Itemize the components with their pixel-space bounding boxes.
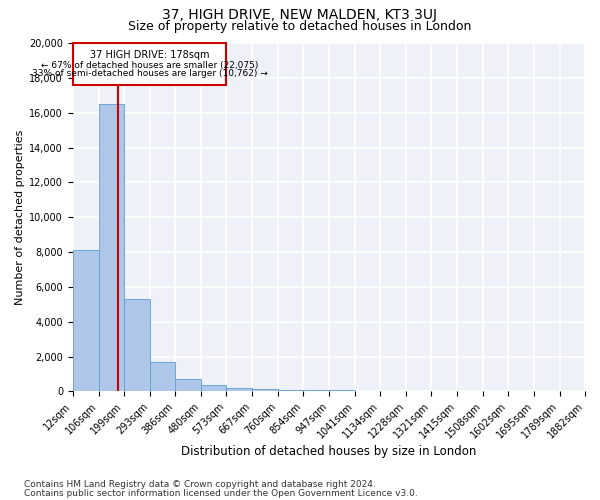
Bar	[226, 388, 252, 392]
Bar	[201, 384, 226, 392]
Bar	[380, 391, 406, 392]
X-axis label: Distribution of detached houses by size in London: Distribution of detached houses by size …	[181, 444, 476, 458]
Y-axis label: Number of detached properties: Number of detached properties	[15, 130, 25, 305]
Text: 37, HIGH DRIVE, NEW MALDEN, KT3 3UJ: 37, HIGH DRIVE, NEW MALDEN, KT3 3UJ	[163, 8, 437, 22]
Bar	[73, 43, 226, 85]
Text: 37 HIGH DRIVE: 178sqm: 37 HIGH DRIVE: 178sqm	[90, 50, 209, 60]
Text: Contains public sector information licensed under the Open Government Licence v3: Contains public sector information licen…	[24, 488, 418, 498]
Bar	[98, 104, 124, 392]
Bar	[73, 250, 98, 392]
Text: 33% of semi-detached houses are larger (10,762) →: 33% of semi-detached houses are larger (…	[32, 69, 268, 78]
Bar	[278, 390, 304, 392]
Bar	[355, 390, 380, 392]
Text: Size of property relative to detached houses in London: Size of property relative to detached ho…	[128, 20, 472, 33]
Bar	[304, 390, 329, 392]
Bar	[252, 389, 278, 392]
Text: ← 67% of detached houses are smaller (22,075): ← 67% of detached houses are smaller (22…	[41, 61, 258, 70]
Bar	[124, 299, 150, 392]
Bar	[150, 362, 175, 392]
Bar	[175, 379, 201, 392]
Text: Contains HM Land Registry data © Crown copyright and database right 2024.: Contains HM Land Registry data © Crown c…	[24, 480, 376, 489]
Bar	[329, 390, 355, 392]
